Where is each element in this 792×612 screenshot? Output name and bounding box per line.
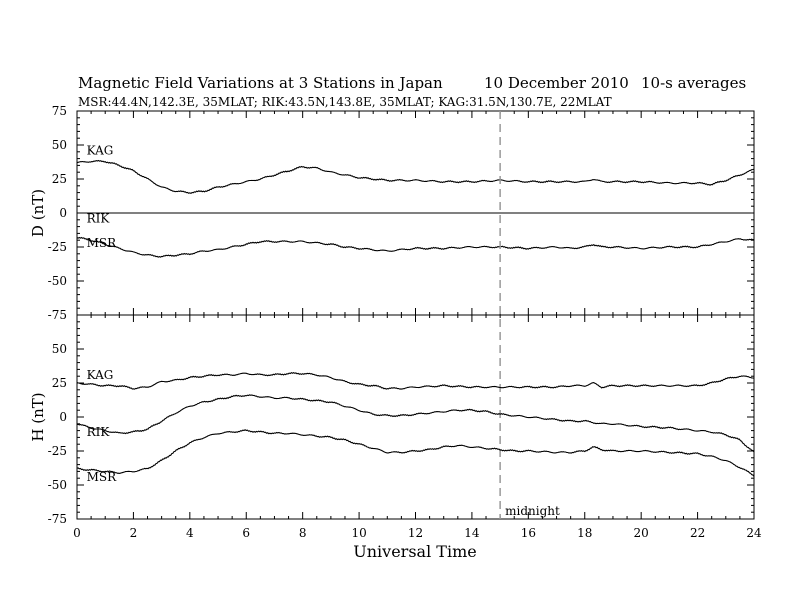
y-tick-label: 25: [52, 172, 67, 186]
chart-date: 10 December 2010: [484, 74, 629, 92]
x-tick-label: 8: [299, 526, 307, 540]
series-label-h-msr: MSR: [87, 470, 118, 484]
chart-averages-note: 10-s averages: [641, 74, 746, 92]
x-tick-label: 22: [690, 526, 705, 540]
series-line-d-kag: [76, 159, 755, 195]
series-label-h-rik: RIK: [87, 425, 111, 439]
series-line-h-msr: [76, 429, 755, 477]
y-tick-label: 50: [52, 342, 67, 356]
d-axis-label: D (nT): [29, 189, 47, 237]
x-tick-label: 24: [746, 526, 762, 540]
y-tick-label: -75: [48, 512, 67, 526]
y-tick-label: 0: [59, 410, 67, 424]
y-tick-label: -75: [48, 308, 67, 322]
chart-title: Magnetic Field Variations at 3 Stations …: [78, 74, 443, 92]
y-tick-label: 25: [52, 376, 67, 390]
y-tick-label: -25: [48, 240, 67, 254]
x-tick-label: 0: [73, 526, 81, 540]
y-tick-label: -25: [48, 444, 67, 458]
x-tick-label: 12: [408, 526, 423, 540]
d-panel: 75 50 25 0 -25 -50 -75 KAG RIK MSR: [48, 104, 755, 322]
series-label-h-kag: KAG: [87, 368, 114, 382]
y-tick-label: 0: [59, 206, 67, 220]
y-tick-label: -50: [48, 274, 67, 288]
y-tick-label: 50: [52, 138, 67, 152]
x-tick-label: 6: [242, 526, 250, 540]
x-tick-label: 10: [351, 526, 366, 540]
y-tick-label: 75: [52, 104, 67, 118]
x-tick-label: 20: [634, 526, 649, 540]
h-panel-frame: [76, 314, 755, 520]
series-line-h-rik: [76, 394, 755, 453]
x-tick-label: 18: [577, 526, 592, 540]
x-tick-label: 4: [186, 526, 194, 540]
series-line-d-msr: [76, 236, 755, 258]
x-tick-label: 14: [464, 526, 480, 540]
stations-info: MSR:44.4N,142.3E, 35MLAT; RIK:43.5N,143.…: [78, 95, 612, 109]
y-tick-label: -50: [48, 478, 67, 492]
series-label-d-rik: RIK: [87, 212, 111, 226]
x-tick-label: 2: [130, 526, 138, 540]
x-axis-label: Universal Time: [353, 542, 476, 561]
series-label-d-msr: MSR: [87, 236, 118, 250]
series-line-h-kag: [76, 371, 755, 390]
x-tick-label: 16: [521, 526, 536, 540]
series-label-d-kag: KAG: [87, 144, 114, 158]
h-axis-label: H (nT): [29, 392, 47, 441]
midnight-label: midnight: [505, 504, 560, 518]
